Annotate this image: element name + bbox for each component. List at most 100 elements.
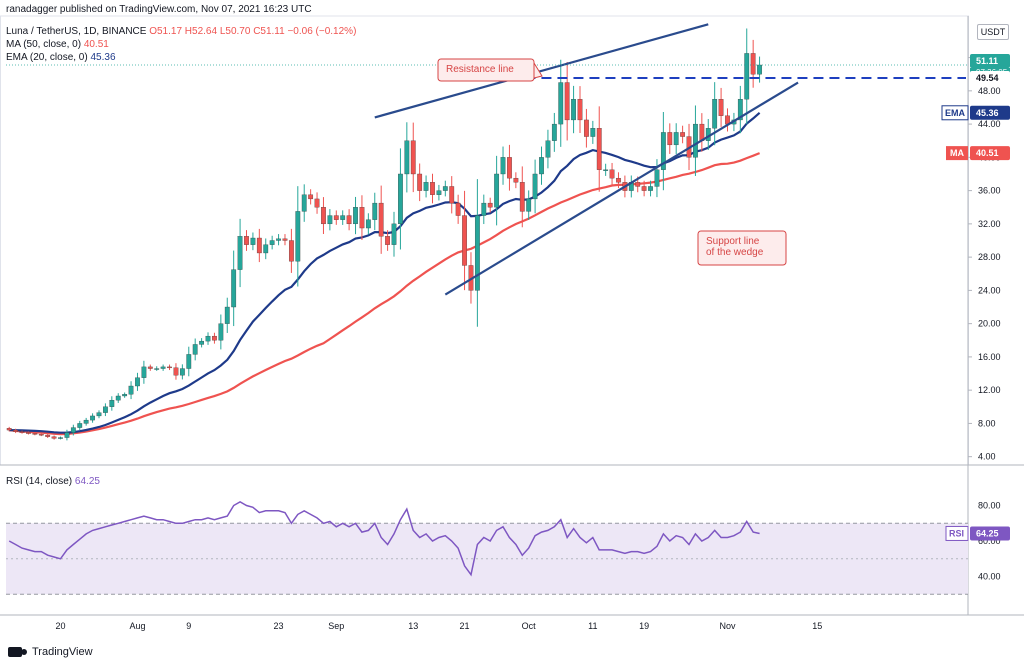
currency-unit-button[interactable]: USDT [977,24,1009,40]
candle [603,169,609,171]
candle [487,202,493,208]
candle [237,236,243,270]
time-tick-label-6: 21 [460,621,470,631]
candle [398,173,403,225]
candle [417,173,423,191]
ema-legend: EMA (20, close, 0) 45.36 [6,52,116,63]
candle [353,207,358,225]
ema-badge-bg [970,105,1010,120]
candle [109,399,115,407]
price-tick-label-7: 32.00 [978,219,1001,229]
candle [19,431,25,433]
candle [737,98,743,121]
candle [314,198,320,208]
candle [122,394,128,397]
ema-tag-label: EMA [945,108,966,118]
ma-tag-label: MA [950,148,964,158]
candle [654,169,660,187]
rsi-tag-bg [945,525,969,541]
price-tick-label-6: 28.00 [978,252,1001,262]
rsi-line [8,501,760,577]
price-tick-label-10: 44.00 [978,119,1001,129]
candle [584,119,589,137]
candle [263,244,269,254]
candle [192,344,198,355]
candle [128,385,134,395]
candle [199,340,205,345]
candle [539,157,544,175]
candle [436,190,442,195]
candle [333,215,339,220]
candle [648,186,653,191]
candle [571,98,576,121]
rsi-tick-label-1: 60.00 [978,536,1001,546]
ma-legend-label: MA (50, close, 0) [6,39,82,50]
ema20-line [9,111,761,434]
candle [442,186,448,191]
resistance-trendline [374,23,709,119]
candle [269,240,275,245]
candle [718,98,724,116]
candle [378,202,384,237]
candle [205,335,211,342]
tradingview-logo-icon [8,647,27,657]
candle [167,366,172,369]
candle [744,53,750,100]
candle [680,132,686,137]
last-price-badge-bg [970,53,1010,68]
time-tick-label-5: 13 [408,621,418,631]
price-tick-label-4: 20.00 [978,319,1001,329]
candle [141,366,147,378]
resistance-badge: 49.54 [976,73,999,83]
candle [26,432,31,434]
candle [64,432,70,438]
candle [321,207,326,225]
time-tick-label-0: 20 [56,621,66,631]
candle [38,434,44,436]
price-tick-label-0: 4.00 [978,452,996,462]
candle [609,169,615,179]
candle [693,123,698,158]
candle [256,237,262,254]
candle [449,186,455,204]
candle [179,368,185,376]
rsi-tick-label-2: 80.00 [978,501,1001,511]
candle [635,182,641,187]
candle [250,237,256,245]
time-tick-label-2: 9 [186,621,191,631]
candle [295,211,301,262]
price-tick-label-5: 24.00 [978,285,1001,295]
ma-tag-bg [946,146,968,161]
last-price-badge: 51.11 [976,56,998,66]
candle [346,215,352,225]
ma-badge-bg [970,146,1010,161]
ema-legend-label: EMA (20, close, 0) [6,52,88,63]
candle [712,98,718,129]
candle [276,238,281,241]
candle [32,433,38,435]
resistance-annotation-text-0: Resistance line [446,64,514,75]
candle [551,123,557,141]
candle [532,173,538,200]
price-tick-label-2: 12.00 [978,385,1001,395]
candle [77,423,83,428]
ema-legend-value: 45.36 [90,52,116,63]
time-tick-label-10: Nov [719,621,736,631]
candles [6,28,762,441]
candle [577,98,583,121]
time-tick-label-11: 15 [812,621,822,631]
candle [462,215,467,266]
price-pane-frame [0,15,969,466]
candle [83,419,89,424]
candle [58,437,63,439]
candle [558,82,564,125]
candle [282,238,288,241]
candle [474,215,480,291]
candle [340,215,346,220]
candle [218,323,224,341]
candle [308,194,314,200]
candle [500,157,506,175]
tradingview-footer: TradingView [8,646,93,658]
candle [507,157,512,179]
